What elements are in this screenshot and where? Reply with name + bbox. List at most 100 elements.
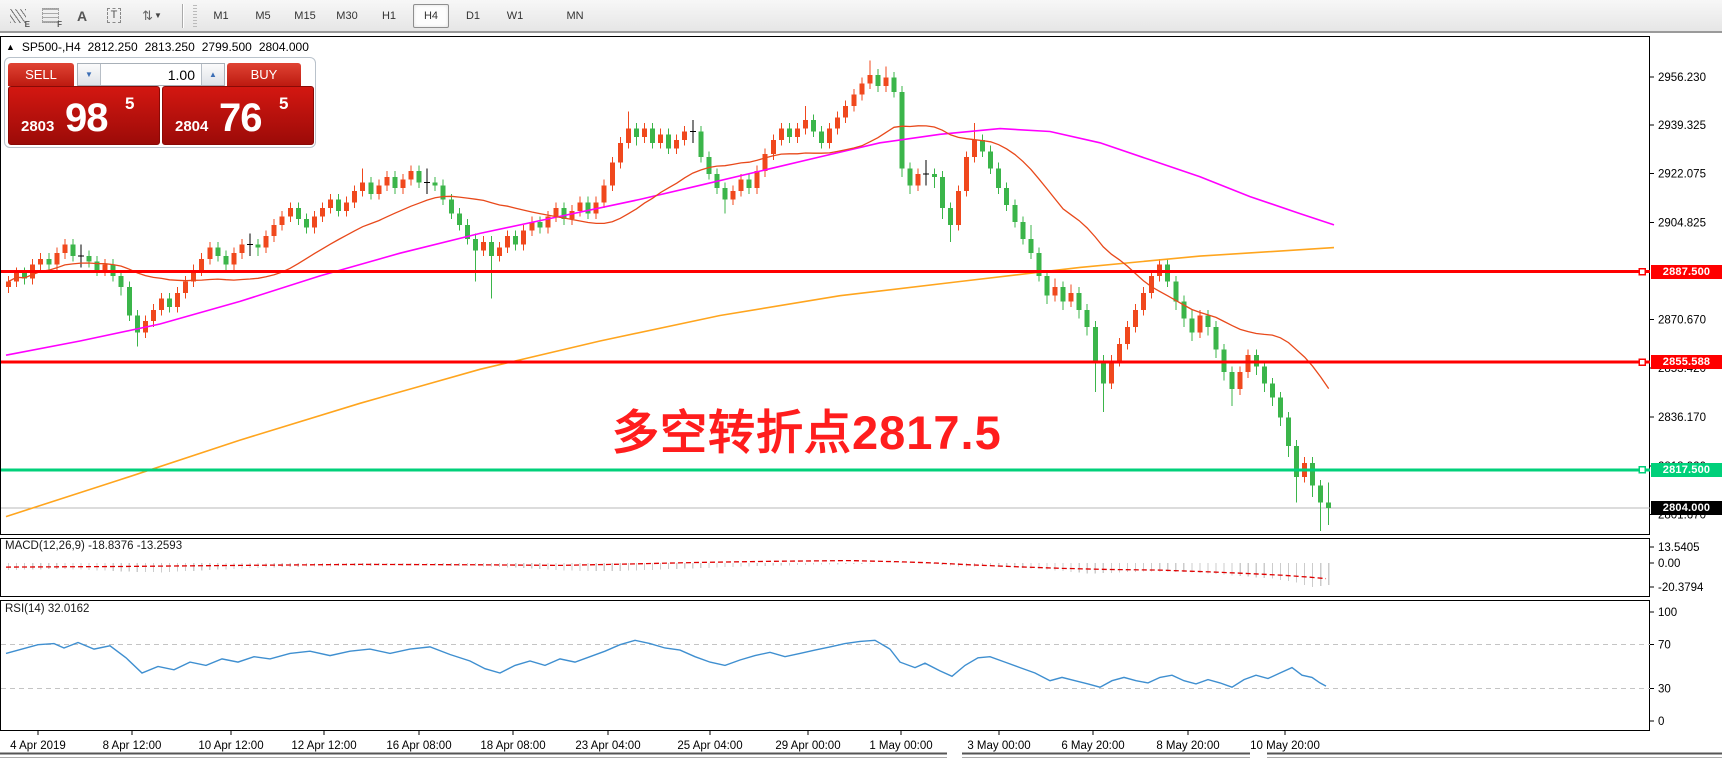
candle-body — [811, 120, 816, 132]
rsi-axis-tick: 30 — [1658, 683, 1671, 695]
ellipse-tool-icon[interactable]: E — [4, 3, 32, 29]
price-tick: 2939.325 — [1658, 120, 1706, 132]
candle-body — [569, 210, 575, 220]
candle-body — [70, 244, 76, 257]
candle-body — [1092, 326, 1098, 364]
candle-body — [295, 207, 301, 220]
candle-body — [1108, 360, 1114, 384]
candle-body — [996, 168, 1002, 189]
candle-body — [1028, 239, 1034, 254]
candle-body — [553, 207, 559, 217]
toolbar-grip[interactable] — [193, 4, 197, 27]
candle-body — [134, 315, 140, 333]
timeframe-button-h1[interactable]: H1 — [381, 9, 397, 22]
candle-body — [255, 244, 261, 248]
candle-body — [513, 236, 519, 245]
candle-body — [786, 128, 792, 138]
candle-body — [1269, 383, 1275, 398]
candle-body — [561, 207, 567, 220]
text-tool-icon[interactable]: T — [100, 3, 128, 29]
level-line-handle[interactable] — [1638, 466, 1646, 474]
candle-body — [1294, 445, 1299, 477]
candle-body — [802, 120, 808, 129]
rsi-name: RSI(14) — [5, 603, 45, 615]
sell-button[interactable]: SELL — [8, 63, 74, 86]
candle-body — [762, 154, 768, 172]
candle-body — [722, 188, 728, 200]
time-label: 25 Apr 04:00 — [677, 740, 742, 752]
candle-body — [867, 74, 873, 84]
price-tick: 2956.230 — [1658, 72, 1706, 84]
candle-body — [416, 171, 422, 183]
candle-body — [972, 139, 977, 157]
candle-body — [1052, 287, 1058, 296]
timeframe-button-w1[interactable]: W1 — [506, 9, 524, 22]
candle-body — [1076, 292, 1082, 310]
dropdown-caret-icon[interactable]: ▼ — [153, 11, 162, 20]
time-label: 10 Apr 12:00 — [198, 740, 263, 752]
candle-body — [585, 202, 591, 214]
macd-pane[interactable] — [5, 559, 1330, 587]
candle-body — [698, 131, 704, 157]
bottom-splitter[interactable] — [0, 752, 1722, 758]
candle-body — [980, 139, 986, 152]
main-price-pane[interactable] — [1, 60, 1650, 531]
current-price-badge: 2804.000 — [1651, 501, 1722, 516]
timeframe-button-m1[interactable]: M1 — [213, 9, 229, 22]
volume-increase-button[interactable]: ▲ — [201, 64, 224, 85]
level-price-badge: 2887.500 — [1651, 264, 1722, 279]
candle-body — [609, 162, 615, 186]
timeframe-button-h4[interactable]: H4 — [413, 3, 449, 28]
candle-body — [1116, 343, 1122, 361]
volume-input[interactable] — [101, 64, 201, 85]
fibonacci-tool-icon[interactable]: F — [36, 3, 64, 29]
macd-main-value: -18.8376 — [88, 540, 134, 552]
price-axis[interactable]: 2853.4202818.9202801.6702956.2302939.325… — [1650, 72, 1706, 728]
buy-button[interactable]: BUY — [227, 63, 301, 86]
time-label: 12 Apr 12:00 — [291, 740, 356, 752]
arrows-tool-icon[interactable]: ⇅ ▼ — [132, 3, 172, 29]
candle-body — [38, 258, 44, 265]
price-tick: 2922.075 — [1658, 169, 1706, 181]
ohlc-high: 2813.250 — [144, 40, 195, 54]
candle-body — [529, 222, 535, 231]
ohlc-low: 2799.500 — [201, 40, 252, 54]
timeframe-button-mn[interactable]: MN — [566, 9, 584, 22]
level-line-handle[interactable] — [1638, 267, 1646, 276]
candle-body — [1060, 287, 1066, 302]
candle-body — [199, 258, 205, 271]
t-glyph: T — [106, 8, 122, 23]
candle-body — [746, 179, 752, 189]
candle-body — [489, 241, 494, 257]
timeframe-button-m30[interactable]: M30 — [336, 9, 358, 22]
candle-body — [102, 264, 108, 271]
candle-body — [464, 224, 470, 240]
candle-body — [1245, 355, 1251, 373]
time-axis[interactable]: 4 Apr 2019 8 Apr 12:00 10 Apr 12:00 12 Apr … — [10, 731, 1320, 752]
timeframe-button-d1[interactable]: D1 — [465, 9, 481, 22]
rsi-pane[interactable] — [1, 639, 1650, 689]
candle-body — [988, 151, 994, 169]
symbol-name: SP500-,H4 — [21, 40, 81, 54]
timeframe-button-m15[interactable]: M15 — [294, 9, 316, 22]
candle-body — [1020, 222, 1026, 240]
candle-body — [947, 207, 953, 225]
collapse-panel-icon[interactable]: ▲ — [6, 42, 15, 52]
volume-decrease-button[interactable]: ▼ — [78, 64, 101, 85]
buy-price-panel[interactable]: 2804 76 5 — [162, 86, 314, 145]
slow-ma-line — [5, 246, 1335, 518]
candle-body — [303, 219, 309, 228]
text-label-tool-icon[interactable]: A — [76, 7, 88, 24]
sell-price-panel[interactable]: 2803 98 5 — [8, 86, 160, 145]
rsi-line — [5, 639, 1327, 688]
level-line-handle[interactable] — [1638, 358, 1646, 366]
rsi-axis-tick: 100 — [1658, 607, 1677, 619]
timeframe-button-m5[interactable]: M5 — [255, 9, 271, 22]
candle-body — [730, 190, 736, 200]
candle-body — [191, 270, 197, 282]
candle-body — [207, 247, 213, 259]
macd-name: MACD(12,26,9) — [5, 540, 85, 552]
candle-body — [1141, 292, 1147, 310]
